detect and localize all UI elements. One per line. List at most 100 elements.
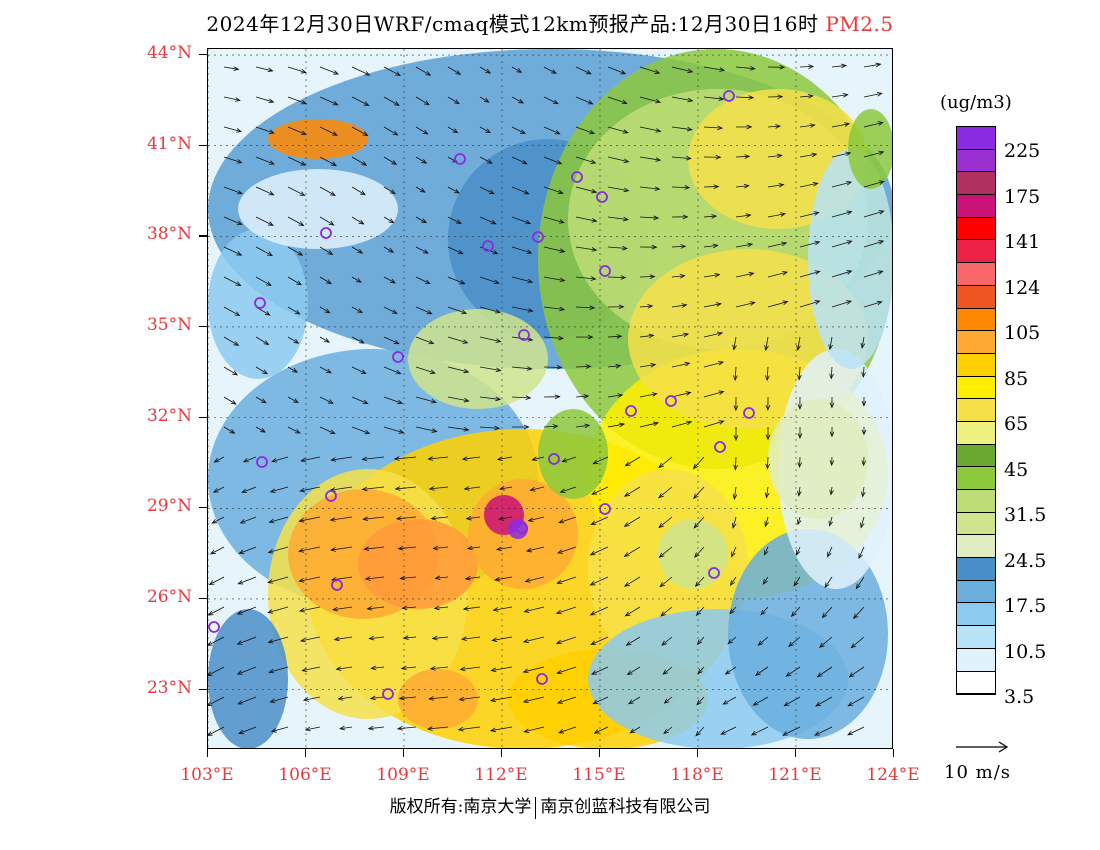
color-bar-segment (957, 285, 995, 309)
wind-arrow (339, 725, 353, 731)
wind-arrow (561, 456, 577, 463)
wind-arrow (447, 366, 470, 374)
wind-arrow (223, 126, 242, 133)
wind-arrow (767, 212, 787, 218)
wind-arrow (401, 605, 417, 611)
wind-arrow (458, 696, 481, 702)
wind-arrow (415, 66, 432, 76)
wind-arrow (767, 270, 789, 278)
wind-arrow (511, 276, 534, 284)
wind-arrow (765, 396, 771, 411)
wind-arrow (525, 546, 545, 553)
latitude-label: 38°N (146, 224, 192, 245)
wind-arrow (351, 276, 362, 283)
wind-arrow (607, 334, 623, 339)
wind-arrow (814, 726, 833, 736)
wind-arrow (299, 636, 321, 643)
wind-arrow (255, 396, 267, 404)
wind-arrow (663, 726, 673, 735)
concentration-area (658, 519, 728, 589)
wind-arrow (319, 216, 335, 226)
wind-arrow (208, 636, 225, 646)
wind-arrow (479, 156, 493, 164)
color-bar-segment (957, 331, 995, 354)
city-marker (320, 227, 332, 239)
city-marker (599, 265, 611, 277)
wind-arrow (223, 276, 242, 286)
concentration-area (508, 519, 528, 539)
wind-arrow (495, 546, 513, 552)
wind-arrow (223, 336, 240, 346)
wind-arrow (237, 696, 257, 705)
wind-arrow (531, 456, 545, 462)
wind-arrow (447, 396, 470, 403)
wind-arrow (593, 726, 609, 734)
wind-arrow (287, 66, 307, 74)
wind-arrow (863, 270, 884, 278)
wind-arrow (492, 606, 513, 612)
wind-arrow (799, 181, 819, 188)
city-marker (256, 456, 268, 468)
wind-arrow (319, 96, 339, 106)
wind-arrow (733, 426, 739, 442)
wind-arrow (733, 396, 739, 412)
wind-arrow (767, 182, 785, 188)
wind-arrow (415, 306, 433, 315)
wind-arrow (415, 186, 426, 193)
city-marker (665, 395, 677, 407)
wind-arrow (447, 276, 466, 285)
wind-arrow (697, 666, 705, 675)
wind-arrow (863, 91, 883, 98)
wind-arrow (607, 275, 627, 280)
wind-arrow (511, 424, 530, 430)
wind-arrow (575, 216, 598, 223)
wind-arrow (639, 304, 654, 309)
wind-arrow (255, 66, 274, 73)
wind-arrow (329, 516, 353, 522)
wind-arrow (332, 606, 353, 612)
wind-arrow (575, 423, 591, 429)
wind-arrow (479, 425, 501, 431)
wind-arrow (829, 456, 835, 467)
wind-arrow (671, 361, 691, 368)
wind-arrow (383, 336, 400, 345)
wind-arrow (767, 300, 789, 308)
wind-arrow (223, 246, 243, 256)
wind-arrow (415, 246, 429, 254)
longitude-tick (305, 749, 307, 757)
wind-arrow (239, 516, 257, 524)
wind-arrow (861, 366, 866, 378)
wind-arrow (351, 66, 371, 76)
wind-arrow (829, 396, 835, 409)
longitude-label: 106°E (278, 765, 332, 785)
wind-arrow (757, 636, 769, 646)
wind-arrow (300, 456, 321, 463)
wind-arrow (831, 210, 853, 218)
wind-arrow (828, 336, 833, 351)
wind-arrow (735, 95, 755, 100)
wind-arrow (383, 306, 398, 314)
wind-arrow (816, 666, 833, 678)
longitude-label: 109°E (376, 765, 430, 785)
wind-arrow (223, 306, 241, 317)
wind-arrow (847, 726, 865, 736)
wind-arrow (267, 636, 289, 644)
wind-arrow (703, 420, 725, 428)
wind-arrow (267, 606, 289, 614)
wind-arrow (351, 186, 366, 196)
wind-arrow (765, 426, 771, 441)
wind-arrow (863, 150, 885, 158)
color-bar-segment (957, 127, 995, 150)
color-bar-label: 24.5 (1004, 549, 1047, 572)
wind-arrow (693, 486, 705, 500)
wind-arrow (238, 726, 257, 735)
wind-arrow (639, 392, 658, 398)
wind-arrow (255, 276, 272, 286)
wind-arrow (255, 426, 266, 433)
wind-arrow (398, 695, 417, 701)
wind-arrow (703, 154, 722, 160)
color-bar-label: 141 (1004, 231, 1041, 253)
wind-arrow (623, 486, 641, 497)
color-bar-label: 31.5 (1004, 504, 1047, 526)
wind-arrow (462, 606, 481, 611)
